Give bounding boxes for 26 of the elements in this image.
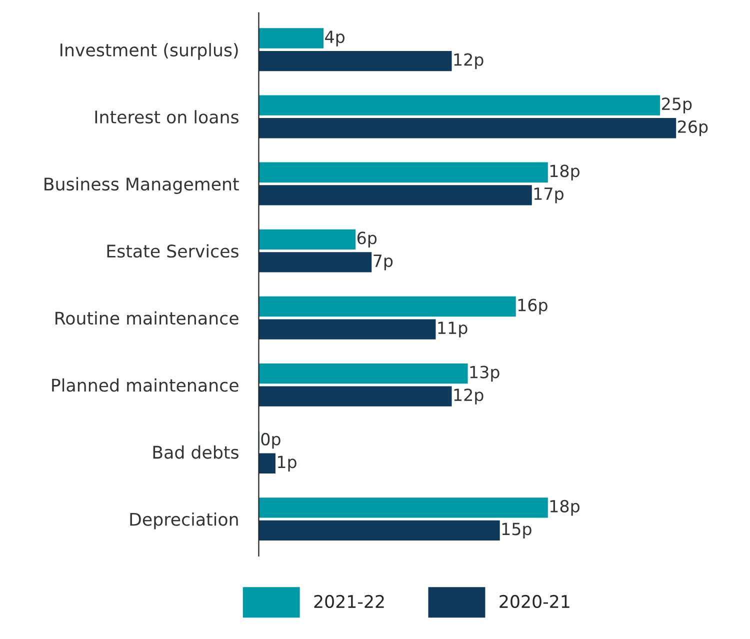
data-label: 7p <box>374 254 393 270</box>
y-tick-label: Business Management <box>44 177 239 194</box>
data-label: 4p <box>325 30 345 46</box>
data-label: 25p <box>662 98 692 114</box>
data-label: 26p <box>678 120 708 136</box>
y-tick-label: Interest on loans <box>95 110 238 124</box>
data-label: 13p <box>470 366 500 382</box>
y-tick-label: Planned maintenance <box>52 378 238 392</box>
data-label: 6p <box>357 232 377 248</box>
data-label: 1p <box>278 456 296 472</box>
data-label: 18p <box>550 164 580 180</box>
y-tick-label: Routine maintenance <box>56 311 238 325</box>
data-label: 12p <box>454 53 484 70</box>
y-tick-label: Investment (surplus) <box>60 43 238 60</box>
y-tick-label: Estate Services <box>107 244 238 258</box>
data-label: 12p <box>454 388 484 404</box>
data-label: 0p <box>261 432 280 449</box>
y-tick-label: Bad debts <box>153 445 238 459</box>
legend-label: 2021-22 <box>314 594 384 608</box>
legend-label: 2020-21 <box>500 594 570 608</box>
data-label: 16p <box>518 298 548 315</box>
data-label: 15p <box>502 522 532 539</box>
data-label: 11p <box>438 322 468 338</box>
y-tick-label: Depreciation <box>130 512 238 530</box>
data-label: 17p <box>534 188 564 204</box>
data-label: 18p <box>550 500 580 516</box>
